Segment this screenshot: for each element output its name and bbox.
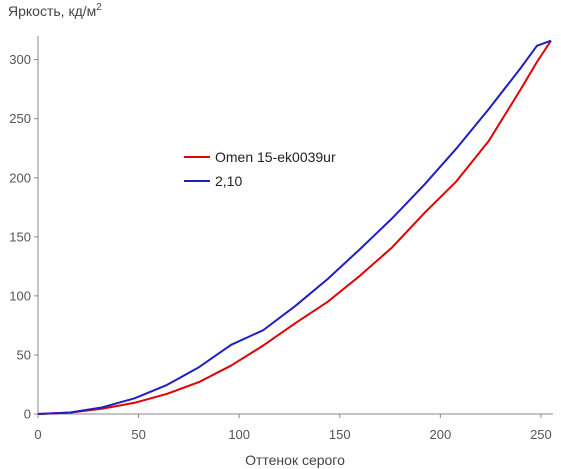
y-tick-label: 50 [17,347,31,362]
x-axis-title: Оттенок серого [245,452,345,468]
series-layer [37,39,552,415]
x-tick-label: 150 [329,427,351,442]
y-axis-title-text: Яркость, кд/м [8,3,96,19]
plot-area [37,36,553,415]
legend: Omen 15-ek0039ur 2,10 [184,149,336,189]
series-line-gamma-2-10 [37,39,552,415]
y-axis-title: Яркость, кд/м2 [8,2,102,19]
y-axis-title-superscript: 2 [96,2,102,13]
y-tick-label: 300 [9,52,31,67]
x-tick-label: 50 [131,427,145,442]
legend-label-omen: Omen 15-ek0039ur [215,149,336,165]
x-tick-label: 250 [530,427,552,442]
x-tick-label: 0 [34,427,41,442]
legend-label-gamma: 2,10 [215,173,242,189]
y-tick-label: 100 [9,288,31,303]
x-tick-label: 200 [429,427,451,442]
y-tick-label: 200 [9,170,31,185]
x-ticks: 0 50 100 150 200 250 [34,414,552,442]
y-tick-label: 150 [9,229,31,244]
x-tick-label: 100 [228,427,250,442]
series-line-omen [37,40,552,415]
y-ticks: 0 50 100 150 200 250 300 [9,52,38,422]
y-tick-label: 250 [9,111,31,126]
y-tick-label: 0 [24,407,31,422]
